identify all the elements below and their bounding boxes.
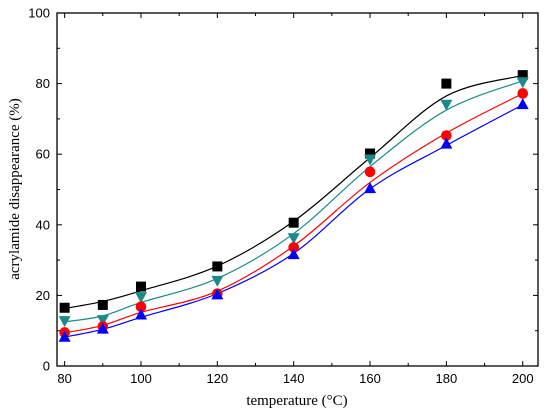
data-point [97,299,108,310]
data-point [58,316,71,328]
x-tick-label: 140 [283,371,305,386]
fit-curve-series-1 [64,80,523,323]
data-point [516,77,529,89]
data-point [135,301,147,312]
data-point [59,302,70,313]
data-point [441,78,452,89]
data-point [287,233,300,245]
data-point [58,330,71,342]
data-point [287,248,300,260]
plot-frame [56,12,539,367]
data-point [516,98,529,110]
x-tick-label: 180 [436,371,458,386]
y-axis-title: acrylamide disappearance (%) [7,98,23,280]
data-point [364,182,377,194]
data-point [441,130,452,141]
y-tick-label: 60 [36,147,50,162]
data-point [212,261,223,272]
data-point [364,166,376,178]
fit-curve-series-0 [64,74,523,310]
data-point [517,70,528,81]
y-tick-label: 100 [28,6,50,21]
data-point [365,148,376,159]
data-point [517,88,529,99]
x-tick-label: 100 [130,371,152,386]
fit-curve-series-2 [64,92,524,334]
data-point [96,322,109,334]
markers-layer [58,70,529,342]
data-point [96,315,109,327]
y-tick-label: 80 [36,76,50,91]
data-point [364,154,377,166]
x-tick-label: 160 [359,371,381,386]
data-point [288,242,299,253]
data-point [134,308,147,320]
data-point [440,137,453,149]
data-point [211,275,224,287]
data-point [211,288,224,300]
ticks-layer: 80 100 120 140 160 180 200 0 20 40 60 80 100 [28,6,538,386]
y-tick-label: 0 [43,359,50,374]
data-point [440,99,453,111]
x-tick-label: 200 [512,371,534,386]
y-tick-label: 40 [36,217,50,232]
x-tick-label: 80 [57,371,71,386]
fit-curves-layer [64,74,524,338]
data-point [288,217,299,228]
y-tick-label: 20 [36,288,50,303]
x-axis-title: temperature (°C) [246,393,347,409]
x-tick-label: 120 [206,371,228,386]
data-point [134,292,147,304]
data-point [135,281,146,292]
